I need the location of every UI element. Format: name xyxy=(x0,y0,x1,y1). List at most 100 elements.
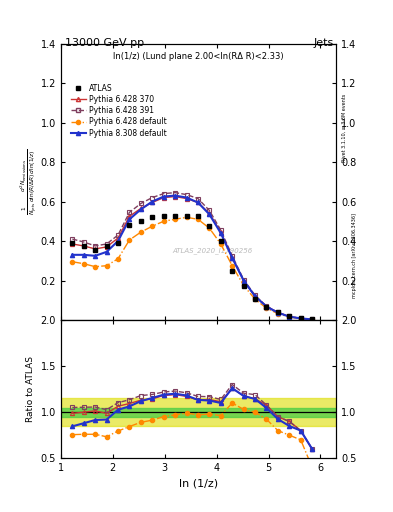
Pythia 6.428 370 xyxy=(230,255,235,261)
Pythia 6.428 370 xyxy=(127,213,132,219)
Line: Pythia 6.428 391: Pythia 6.428 391 xyxy=(70,190,314,322)
Pythia 6.428 391 xyxy=(70,236,75,242)
Pythia 6.428 default xyxy=(162,218,166,224)
Pythia 6.428 391 xyxy=(230,253,235,259)
Pythia 6.428 370 xyxy=(104,244,109,250)
ATLAS xyxy=(219,238,223,244)
Pythia 6.428 370 xyxy=(70,241,75,247)
ATLAS xyxy=(138,218,143,224)
Pythia 8.308 default xyxy=(207,211,212,218)
ATLAS xyxy=(184,213,189,219)
Pythia 6.428 default xyxy=(310,316,314,323)
Pythia 8.308 default xyxy=(287,313,292,319)
Pythia 6.428 default xyxy=(184,214,189,220)
Line: Pythia 8.308 default: Pythia 8.308 default xyxy=(70,194,314,322)
Pythia 8.308 default xyxy=(253,293,257,300)
ATLAS xyxy=(241,283,246,289)
Text: Jets: Jets xyxy=(314,38,334,49)
Pythia 6.428 370 xyxy=(264,303,269,309)
ATLAS xyxy=(230,268,235,274)
Pythia 6.428 391 xyxy=(127,209,132,216)
Pythia 8.308 default xyxy=(162,194,166,200)
Pythia 6.428 391 xyxy=(310,316,314,323)
Pythia 6.428 370 xyxy=(93,246,97,252)
Pythia 6.428 default xyxy=(287,314,292,320)
Pythia 6.428 default xyxy=(275,311,280,317)
ATLAS xyxy=(207,223,212,229)
Pythia 6.428 default xyxy=(81,261,86,267)
Pythia 6.428 391 xyxy=(162,190,166,197)
Pythia 6.428 370 xyxy=(116,235,120,241)
Pythia 8.308 default xyxy=(241,278,246,284)
Pythia 8.308 default xyxy=(116,238,120,244)
Pythia 6.428 391 xyxy=(219,227,223,233)
Pythia 6.428 default xyxy=(219,241,223,247)
ATLAS xyxy=(81,243,86,249)
Pythia 8.308 default xyxy=(184,195,189,201)
Pythia 8.308 default xyxy=(298,315,303,322)
Pythia 6.428 391 xyxy=(184,191,189,198)
ATLAS xyxy=(264,304,269,310)
Pythia 6.428 370 xyxy=(287,313,292,319)
Pythia 6.428 default xyxy=(127,237,132,243)
Pythia 8.308 default xyxy=(138,206,143,212)
Pythia 6.428 370 xyxy=(310,316,314,323)
Text: Rivet 3.1.10, ≥ 3.3M events: Rivet 3.1.10, ≥ 3.3M events xyxy=(342,94,347,162)
ATLAS xyxy=(275,309,280,315)
Pythia 6.428 default xyxy=(196,216,200,222)
Pythia 8.308 default xyxy=(173,193,178,199)
ATLAS xyxy=(104,243,109,249)
Y-axis label: $\frac{1}{N_{\mathrm{jets}}}\frac{d^2 N_{\mathrm{emissions}}}{d\ln(R/\Delta R)\,: $\frac{1}{N_{\mathrm{jets}}}\frac{d^2 N_… xyxy=(19,148,39,215)
Pythia 8.308 default xyxy=(196,199,200,205)
Pythia 6.428 default xyxy=(116,255,120,262)
ATLAS xyxy=(287,313,292,319)
Pythia 6.428 391 xyxy=(196,196,200,202)
Pythia 8.308 default xyxy=(70,252,75,258)
Pythia 6.428 391 xyxy=(298,315,303,322)
Text: 13000 GeV pp: 13000 GeV pp xyxy=(65,38,144,49)
ATLAS xyxy=(310,316,314,322)
Pythia 6.428 370 xyxy=(253,293,257,300)
Pythia 8.308 default xyxy=(81,252,86,258)
Pythia 6.428 370 xyxy=(138,205,143,211)
ATLAS xyxy=(298,315,303,321)
Pythia 8.308 default xyxy=(93,253,97,259)
Pythia 8.308 default xyxy=(219,230,223,236)
Pythia 6.428 370 xyxy=(196,199,200,205)
Pythia 8.308 default xyxy=(310,316,314,323)
Pythia 6.428 default xyxy=(253,296,257,302)
Text: mcplots.cern.ch [arXiv:1306.3436]: mcplots.cern.ch [arXiv:1306.3436] xyxy=(352,214,357,298)
ATLAS xyxy=(162,213,166,219)
Pythia 6.428 370 xyxy=(298,315,303,322)
Pythia 6.428 default xyxy=(150,223,154,229)
Line: ATLAS: ATLAS xyxy=(70,214,314,322)
Pythia 6.428 370 xyxy=(150,199,154,205)
Pythia 6.428 391 xyxy=(173,189,178,196)
ATLAS xyxy=(253,296,257,302)
ATLAS xyxy=(116,240,120,246)
Pythia 8.308 default xyxy=(230,255,235,261)
Pythia 6.428 370 xyxy=(162,195,166,201)
Pythia 6.428 391 xyxy=(138,200,143,206)
Pythia 6.428 391 xyxy=(93,243,97,249)
Pythia 6.428 default xyxy=(264,305,269,311)
Pythia 8.308 default xyxy=(104,249,109,255)
Pythia 6.428 370 xyxy=(219,229,223,235)
Line: Pythia 6.428 default: Pythia 6.428 default xyxy=(70,215,314,322)
Pythia 6.428 391 xyxy=(264,303,269,309)
Pythia 6.428 370 xyxy=(275,309,280,315)
Pythia 6.428 391 xyxy=(150,195,154,201)
Pythia 8.308 default xyxy=(150,199,154,205)
Pythia 8.308 default xyxy=(127,216,132,222)
Pythia 6.428 default xyxy=(298,315,303,322)
Pythia 6.428 391 xyxy=(104,241,109,247)
Pythia 6.428 default xyxy=(70,259,75,265)
Pythia 6.428 default xyxy=(207,225,212,231)
X-axis label: ln (1/z): ln (1/z) xyxy=(179,479,218,488)
Text: ATLAS_2020_I1790256: ATLAS_2020_I1790256 xyxy=(172,247,252,254)
Y-axis label: Ratio to ATLAS: Ratio to ATLAS xyxy=(26,356,35,422)
Pythia 6.428 370 xyxy=(184,196,189,202)
Pythia 6.428 default xyxy=(104,263,109,269)
Line: Pythia 6.428 370: Pythia 6.428 370 xyxy=(70,195,314,322)
ATLAS xyxy=(93,247,97,253)
